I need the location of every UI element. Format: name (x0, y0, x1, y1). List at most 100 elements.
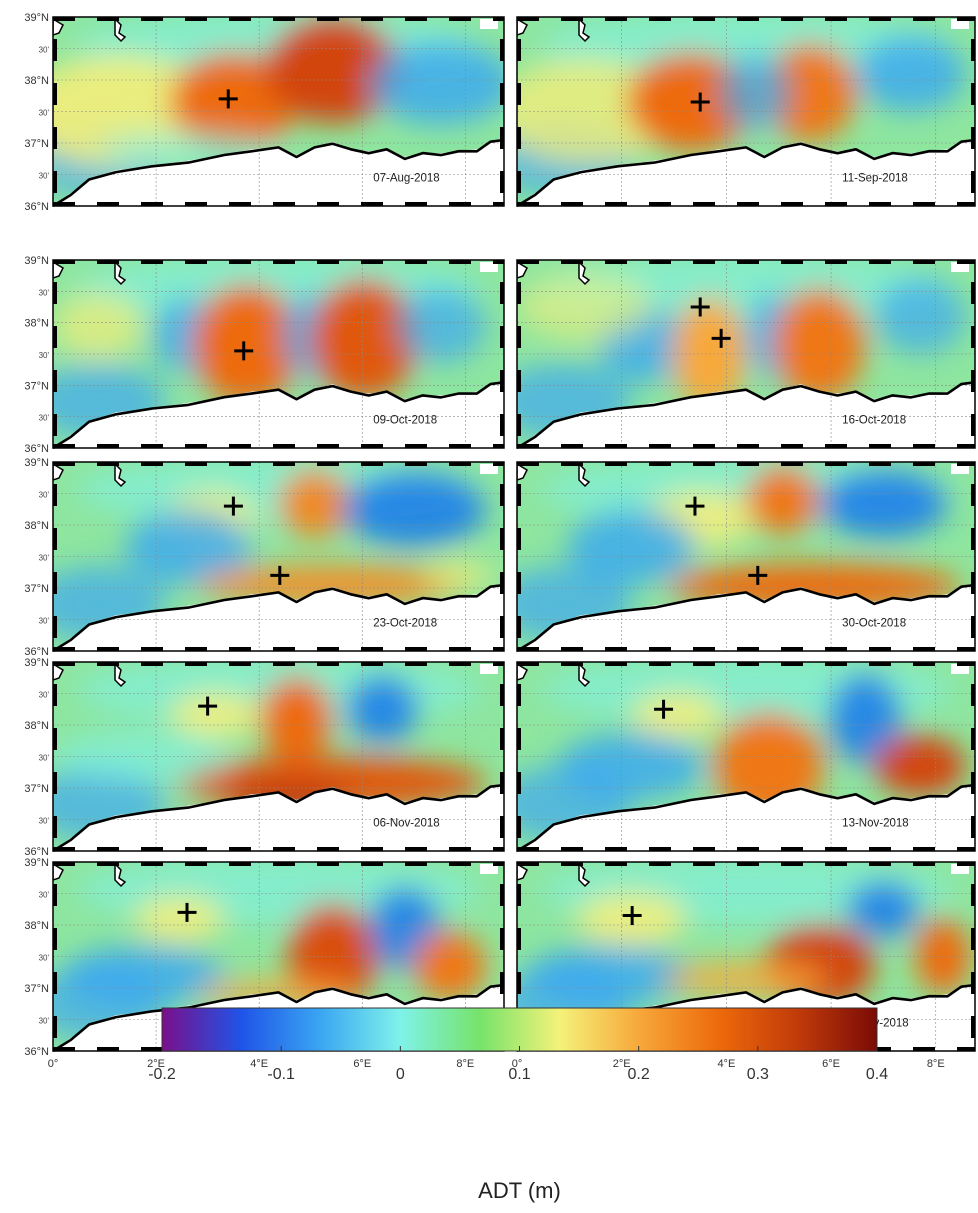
panel-date: 09-Oct-2018 (373, 415, 437, 427)
map-panel: 13-Nov-2018 (516, 661, 976, 853)
lat-tick-label: 30' (39, 46, 50, 55)
panel-date: 23-Oct-2018 (373, 617, 437, 629)
eddy-center-marker (690, 92, 710, 112)
colorbar-tick-label: -0.2 (148, 1066, 176, 1083)
eddy-center-marker (690, 297, 710, 317)
lon-tick-label: 0° (48, 1058, 59, 1070)
coastline (52, 381, 505, 450)
panel-date: 06-Nov-2018 (373, 817, 439, 829)
lat-tick-label: 36°N (24, 1046, 49, 1058)
lat-tick-label: 30' (39, 954, 50, 963)
coastline (516, 583, 976, 653)
lon-tick-label: 2°E (613, 1058, 631, 1070)
map-panel: 39°N 30' 38°N 30' 37°N 30' 36°N 09-Oct-2018 (24, 255, 505, 455)
lat-tick-label: 37°N (24, 380, 49, 392)
panel-date: 30-Oct-2018 (842, 617, 906, 629)
lat-tick-label: 30' (39, 754, 50, 763)
land-mask (53, 138, 504, 206)
map-panel: 11-Sep-2018 (516, 16, 976, 208)
map-frame (516, 661, 976, 852)
eddy-center-marker (234, 341, 254, 361)
eddy-center-marker (223, 496, 243, 516)
map-panel: 16-Oct-2018 (516, 259, 976, 450)
lat-tick-label: 30' (39, 351, 50, 360)
land-mask (517, 138, 975, 206)
eddy-center-marker (198, 696, 218, 716)
lat-tick-label: 38°N (24, 920, 49, 932)
coastline (52, 583, 505, 653)
lat-tick-label: 39°N (24, 255, 49, 267)
lat-tick-label: 37°N (24, 138, 49, 150)
lat-tick-label: 30' (39, 554, 50, 563)
lon-tick-label: 0° (512, 1058, 523, 1070)
eddy-center-marker (622, 906, 642, 926)
lon-tick-label: 2°E (147, 1058, 165, 1070)
eddy-center-marker (177, 902, 197, 922)
colorbar-gradient (161, 1007, 878, 1052)
map-frame (516, 259, 976, 449)
eddy-center-marker (270, 565, 290, 585)
lat-tick-label: 36°N (24, 646, 49, 658)
lat-tick-label: 38°N (24, 318, 49, 330)
colorbar-tick-label: 0.4 (866, 1066, 888, 1083)
colorbar-tick-label: 0.1 (508, 1066, 530, 1083)
lat-tick-label: 39°N (24, 457, 49, 469)
lat-tick-label: 39°N (24, 657, 49, 669)
eddy-center-marker (654, 699, 674, 719)
eddy-center-marker (748, 565, 768, 585)
map-frame (516, 16, 976, 207)
land-mask (517, 380, 975, 448)
panel-date: 07-Aug-2018 (373, 172, 440, 184)
coastline (52, 783, 505, 853)
map-panel: 39°N 30' 38°N 30' 37°N 30' 36°N 06-Nov-2018 (24, 657, 505, 858)
land-mask (53, 380, 504, 448)
colorbar-tick-label: 0.2 (628, 1066, 650, 1083)
map-frame (52, 259, 505, 449)
lon-tick-label: 6°E (353, 1058, 371, 1070)
panel-date: 16-Oct-2018 (842, 415, 906, 427)
lon-tick-label: 4°E (250, 1058, 268, 1070)
map-panel: 39°N 30' 38°N 30' 37°N 30' 36°N 07-Aug-2018 (24, 12, 505, 213)
land-mask (517, 583, 975, 651)
lat-tick-label: 30' (39, 691, 50, 700)
lon-tick-label: 6°E (822, 1058, 840, 1070)
panel-date: 11-Sep-2018 (842, 172, 908, 184)
lat-tick-label: 30' (39, 1017, 50, 1026)
lat-tick-label: 39°N (24, 857, 49, 869)
lat-tick-label: 30' (39, 891, 50, 900)
coastline (52, 983, 505, 1053)
coastline (52, 138, 505, 208)
map-panel: 39°N 30' 38°N 30' 37°N 30' 36°N 23-Oct-2018 (24, 457, 505, 658)
lat-tick-label: 37°N (24, 983, 49, 995)
map-frame (516, 461, 976, 652)
lat-tick-label: 38°N (24, 720, 49, 732)
lat-tick-label: 30' (39, 288, 50, 297)
eddy-center-marker (685, 496, 705, 516)
lat-tick-label: 30' (39, 617, 50, 626)
map-frame (52, 461, 505, 652)
map-panel: 30-Oct-2018 (516, 461, 976, 653)
eddy-center-marker (711, 328, 731, 348)
colorbar-title: ADT (m) (478, 1178, 561, 1203)
lon-tick-label: 4°E (717, 1058, 735, 1070)
map-frame (52, 16, 505, 207)
colorbar-tick-label: 0.3 (747, 1066, 769, 1083)
lat-tick-label: 36°N (24, 443, 49, 455)
panel-date: 13-Nov-2018 (842, 817, 908, 829)
lon-tick-label: 8°E (456, 1058, 474, 1070)
lat-tick-label: 38°N (24, 520, 49, 532)
lat-tick-label: 37°N (24, 583, 49, 595)
lon-tick-label: 8°E (927, 1058, 945, 1070)
coastline (516, 138, 976, 208)
lat-tick-label: 30' (39, 491, 50, 500)
lat-tick-label: 36°N (24, 201, 49, 213)
lat-tick-label: 38°N (24, 75, 49, 87)
land-mask (517, 783, 975, 851)
lat-tick-label: 37°N (24, 783, 49, 795)
lat-tick-label: 39°N (24, 12, 49, 24)
coastline (516, 783, 976, 853)
land-mask (53, 583, 504, 651)
coastline (516, 381, 976, 450)
colorbar-tick-label: -0.1 (267, 1066, 295, 1083)
